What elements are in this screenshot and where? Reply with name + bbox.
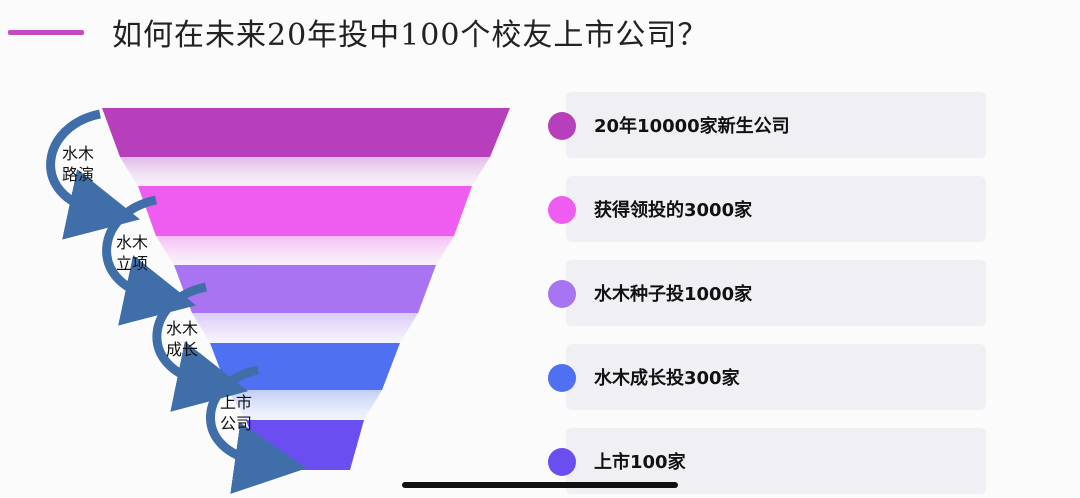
page-title: 如何在未来20年投中100个校友上市公司？ <box>112 18 709 53</box>
legend-dot-icon <box>548 196 576 224</box>
step-label-line: 水木 <box>61 144 94 163</box>
legend-label: 20年10000家新生公司 <box>594 116 790 137</box>
funnel-stage-1 <box>102 108 510 157</box>
step-label-roadshow: 水木 路演 <box>56 143 100 185</box>
title-accent-bar <box>8 30 84 35</box>
funnel-stage-5 <box>246 420 364 470</box>
step-label-project: 水木 立项 <box>110 232 154 274</box>
legend-label: 水木成长投300家 <box>594 368 740 389</box>
legend-item-3: 水木种子投1000家 <box>548 260 986 326</box>
funnel-connector-2 <box>156 236 454 265</box>
home-indicator[interactable] <box>402 482 678 488</box>
arrow-curve-1 <box>46 109 141 240</box>
step-label-line: 水木 <box>165 319 198 338</box>
funnel-stage-3 <box>174 265 436 313</box>
legend-item-2: 获得领投的3000家 <box>548 176 986 242</box>
legend-label: 获得领投的3000家 <box>594 200 753 221</box>
arrow-curve-3 <box>152 282 249 412</box>
step-label-line: 成长 <box>165 340 198 359</box>
legend-dot-icon <box>548 280 576 308</box>
legend-dot-icon <box>548 364 576 392</box>
arrow-curve-4 <box>206 365 307 494</box>
legend-dot-icon <box>548 112 576 140</box>
legend-item-1: 20年10000家新生公司 <box>548 92 986 158</box>
step-label-line: 水木 <box>115 233 148 252</box>
step-label-line: 上市 <box>219 393 252 412</box>
funnel-connector-4 <box>228 390 382 420</box>
funnel-stage-4 <box>210 343 400 390</box>
step-label-line: 路演 <box>61 165 94 184</box>
funnel-stage-2 <box>138 186 472 236</box>
step-label-growth: 水木 成长 <box>160 318 204 360</box>
step-label-line: 立项 <box>115 254 148 273</box>
step-label-line: 公司 <box>219 414 252 433</box>
arrow-curve-2 <box>102 195 197 326</box>
funnel-connector-1 <box>120 157 490 186</box>
legend-dot-icon <box>548 448 576 476</box>
legend-label: 水木种子投1000家 <box>594 284 753 305</box>
legend-item-4: 水木成长投300家 <box>548 344 986 410</box>
funnel-connector-3 <box>192 313 418 343</box>
legend-label: 上市100家 <box>594 452 686 473</box>
step-label-listed: 上市 公司 <box>214 392 258 434</box>
